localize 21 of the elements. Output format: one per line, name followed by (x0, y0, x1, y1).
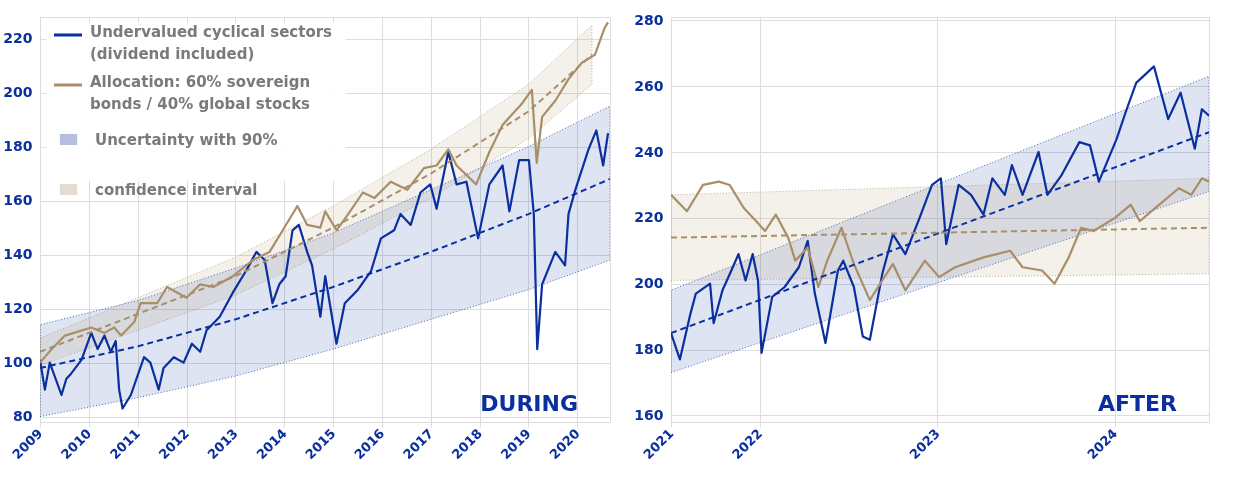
y-tick-label: 220 (3, 30, 33, 47)
annotation: AFTER (1097, 391, 1178, 416)
legend-label: Allocation: 60% sovereign bonds / 40% global stocks (90, 73, 311, 113)
annotation: DURING (480, 391, 578, 416)
y-tick-label: 280 (634, 11, 664, 28)
y-tick-label: 200 (3, 84, 33, 101)
y-tick-label: 200 (634, 275, 664, 292)
line-series (671, 177, 1209, 302)
y-tick-label: 100 (3, 354, 33, 371)
y-tick-label: 80 (13, 408, 33, 425)
legend-label: Undervalued cyclical sectors (dividend included) (90, 23, 333, 63)
y-tick-label: 120 (3, 300, 33, 317)
y-tick-label: 140 (3, 246, 33, 263)
y-tick-label: 180 (634, 341, 664, 358)
text: Uncertainty with 90% confidence interval (95, 130, 278, 199)
y-tick-label: 160 (3, 192, 33, 209)
y-tick-label: 240 (634, 143, 664, 160)
y-tick-label: 260 (634, 77, 664, 94)
y-tick-label: 220 (634, 209, 664, 226)
y-tick-label: 160 (634, 406, 664, 423)
y-tick-label: 180 (3, 138, 33, 155)
